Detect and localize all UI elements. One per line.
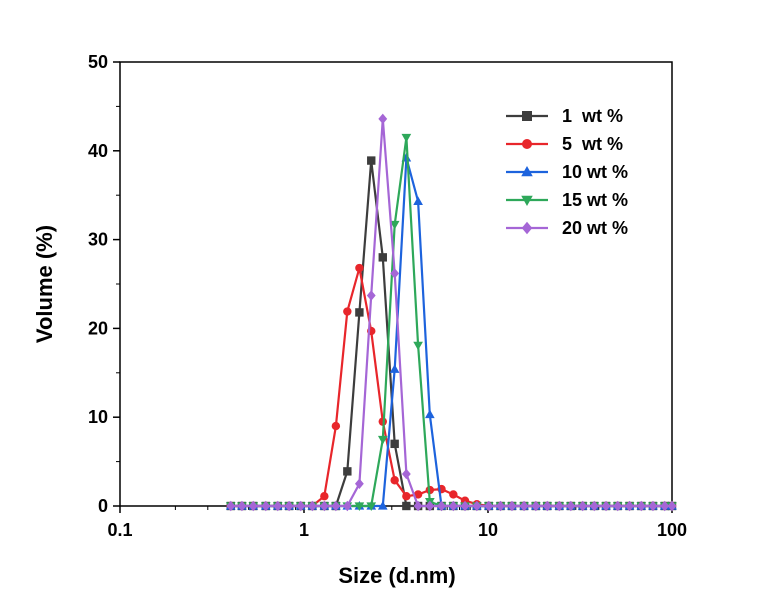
data-point <box>378 253 387 262</box>
data-point <box>366 502 377 512</box>
data-point <box>261 500 271 512</box>
series-line <box>230 157 672 508</box>
data-point <box>531 500 541 512</box>
y-tick-label: 10 <box>88 407 108 427</box>
data-point <box>296 500 306 512</box>
data-point <box>390 476 399 485</box>
data-point <box>507 500 517 512</box>
data-point <box>354 502 365 512</box>
data-point <box>667 500 677 512</box>
y-tick-label: 40 <box>88 141 108 161</box>
data-point <box>378 113 388 125</box>
legend-label: 15 wt % <box>562 190 628 210</box>
data-point <box>355 263 364 273</box>
data-point <box>484 500 494 512</box>
data-point <box>355 308 364 317</box>
x-axis-title: Size (d.nm) <box>338 563 455 588</box>
data-point <box>496 500 505 512</box>
legend-label: 10 wt % <box>562 162 628 182</box>
series-line <box>230 160 672 508</box>
data-point <box>413 341 423 351</box>
data-point <box>377 500 388 510</box>
data-point <box>601 500 611 512</box>
data-point <box>401 468 411 480</box>
data-point <box>248 500 258 512</box>
data-point <box>237 500 247 512</box>
data-point <box>413 196 423 205</box>
data-point <box>319 500 329 512</box>
legend-label: 1 wt % <box>562 106 623 126</box>
data-point <box>625 500 634 512</box>
data-point <box>521 166 533 177</box>
data-point <box>331 421 341 431</box>
data-point <box>522 111 532 121</box>
x-tick-label: 0.1 <box>107 520 132 540</box>
legend-item-5: 20 wt % <box>506 218 628 238</box>
data-point <box>402 492 411 501</box>
data-point <box>367 156 376 165</box>
data-point <box>437 500 446 512</box>
data-point <box>377 435 388 445</box>
y-tick-label: 50 <box>88 52 108 72</box>
series-2 <box>226 263 677 511</box>
y-tick-label: 30 <box>88 230 108 250</box>
data-point <box>519 500 529 512</box>
data-point <box>342 500 352 512</box>
data-point <box>613 500 623 512</box>
x-tick-label: 1 <box>299 520 309 540</box>
data-point <box>472 500 482 512</box>
data-point <box>401 133 412 143</box>
legend-item-2: 5 wt % <box>506 134 623 154</box>
data-point <box>389 220 400 230</box>
data-point <box>389 364 400 373</box>
legend-item-4: 15 wt % <box>506 190 628 210</box>
data-point <box>402 501 411 511</box>
data-point <box>566 500 576 512</box>
x-tick-label: 100 <box>657 520 687 540</box>
data-point <box>343 467 352 476</box>
data-point <box>449 490 458 499</box>
legend-label: 5 wt % <box>562 134 623 154</box>
legend-item-1: 1 wt % <box>506 106 623 126</box>
data-point <box>425 409 435 419</box>
data-point <box>522 139 532 149</box>
series-lines <box>225 113 677 512</box>
data-point <box>320 492 329 501</box>
data-point <box>636 500 646 512</box>
data-point <box>648 500 658 512</box>
legend: 1 wt % 5 wt % 10 wt % 15 wt % 20 wt % <box>506 106 628 238</box>
legend-item-3: 10 wt % <box>506 162 628 182</box>
data-point <box>226 500 236 512</box>
data-point <box>331 500 341 512</box>
data-point <box>284 500 294 512</box>
data-point <box>343 307 352 316</box>
data-point <box>554 500 564 512</box>
x-tick-label: 10 <box>478 520 498 540</box>
data-point <box>542 500 552 512</box>
y-axis-title: Volume (%) <box>32 225 57 343</box>
data-point <box>413 500 423 512</box>
data-point <box>589 500 599 512</box>
data-point <box>578 500 588 512</box>
data-point <box>413 490 423 499</box>
data-point <box>460 500 470 512</box>
data-point <box>425 500 435 512</box>
data-point <box>366 290 376 301</box>
legend-label: 20 wt % <box>562 218 628 238</box>
y-tick-label: 20 <box>88 318 108 338</box>
data-point <box>660 500 670 512</box>
data-point <box>448 500 458 512</box>
series-5 <box>226 113 677 512</box>
data-point <box>390 268 400 279</box>
data-point <box>521 195 533 206</box>
series-line <box>230 267 672 508</box>
data-point <box>390 439 399 449</box>
data-point <box>307 500 317 512</box>
data-point <box>354 478 364 490</box>
data-point <box>273 500 283 512</box>
data-point <box>521 221 533 235</box>
y-tick-label: 0 <box>98 496 108 516</box>
